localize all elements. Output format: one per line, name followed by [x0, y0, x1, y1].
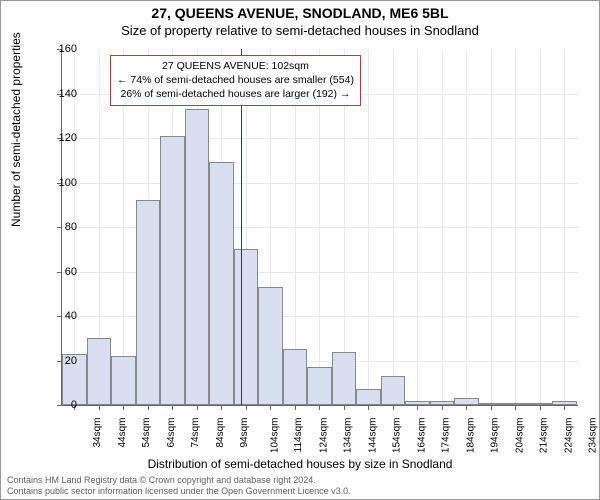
x-tick-label: 234sqm [588, 418, 599, 454]
x-tick-label: 164sqm [416, 418, 427, 454]
x-tick-label: 124sqm [318, 418, 329, 454]
x-tick-label: 194sqm [490, 418, 501, 454]
x-tick-label: 224sqm [563, 418, 574, 454]
histogram-bar [136, 200, 161, 405]
histogram-bar [111, 356, 136, 405]
x-tick-label: 174sqm [441, 418, 452, 454]
x-tick-label: 94sqm [239, 418, 250, 448]
plot-area: 27 QUEENS AVENUE: 102sqm ← 74% of semi-d… [61, 49, 578, 406]
x-tick-label: 134sqm [343, 418, 354, 454]
x-tick-label: 34sqm [92, 418, 103, 448]
y-tick-label: 60 [47, 266, 77, 278]
histogram-bar [332, 352, 357, 405]
x-tick-label: 104sqm [269, 418, 280, 454]
histogram-bar [185, 109, 210, 405]
x-tick-label: 144sqm [367, 418, 378, 454]
y-tick-label: 140 [47, 88, 77, 100]
x-tick-label: 74sqm [190, 418, 201, 448]
chart-title-sub: Size of property relative to semi-detach… [1, 23, 599, 38]
y-tick-label: 0 [47, 399, 77, 411]
footer-line-2: Contains public sector information licen… [7, 486, 351, 497]
x-tick-label: 64sqm [166, 418, 177, 448]
histogram-bar [258, 287, 283, 405]
footer-line-1: Contains HM Land Registry data © Crown c… [7, 475, 351, 486]
x-tick-label: 54sqm [141, 418, 152, 448]
y-tick-label: 120 [47, 132, 77, 144]
footer-attribution: Contains HM Land Registry data © Crown c… [7, 475, 351, 497]
x-tick-label: 84sqm [215, 418, 226, 448]
chart-container: 27, QUEENS AVENUE, SNODLAND, ME6 5BL Siz… [0, 0, 600, 500]
histogram-bar [381, 376, 406, 405]
info-line-1: 27 QUEENS AVENUE: 102sqm [117, 59, 354, 73]
histogram-bar [209, 162, 234, 405]
x-tick-label: 214sqm [539, 418, 550, 454]
info-line-2: ← 74% of semi-detached houses are smalle… [117, 73, 354, 87]
x-tick-label: 204sqm [514, 418, 525, 454]
x-tick-label: 114sqm [293, 418, 304, 453]
histogram-bar [356, 389, 381, 405]
x-tick-label: 44sqm [117, 418, 128, 448]
y-tick-label: 80 [47, 221, 77, 233]
histogram-bar [283, 349, 308, 405]
y-tick-label: 100 [47, 177, 77, 189]
y-tick-label: 40 [47, 310, 77, 322]
histogram-bar [87, 338, 112, 405]
chart-title-main: 27, QUEENS AVENUE, SNODLAND, ME6 5BL [1, 5, 599, 21]
x-tick-label: 154sqm [392, 418, 403, 454]
x-axis-label: Distribution of semi-detached houses by … [1, 457, 599, 471]
info-line-3: 26% of semi-detached houses are larger (… [117, 87, 354, 101]
histogram-bar [454, 398, 479, 405]
y-axis-label: Number of semi-detached properties [9, 32, 23, 227]
y-tick-label: 160 [47, 43, 77, 55]
histogram-bar [160, 136, 185, 405]
y-tick-label: 20 [47, 355, 77, 367]
histogram-bar [234, 249, 259, 405]
info-box: 27 QUEENS AVENUE: 102sqm ← 74% of semi-d… [110, 55, 361, 106]
histogram-bar [307, 367, 332, 405]
x-tick-label: 184sqm [465, 418, 476, 454]
